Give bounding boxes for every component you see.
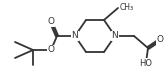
Text: N: N — [112, 32, 118, 40]
Text: CH₃: CH₃ — [120, 2, 134, 11]
Text: O: O — [156, 35, 164, 45]
Text: N: N — [72, 32, 78, 40]
Text: O: O — [48, 45, 54, 55]
Text: O: O — [48, 17, 54, 27]
Text: HO: HO — [139, 58, 152, 67]
